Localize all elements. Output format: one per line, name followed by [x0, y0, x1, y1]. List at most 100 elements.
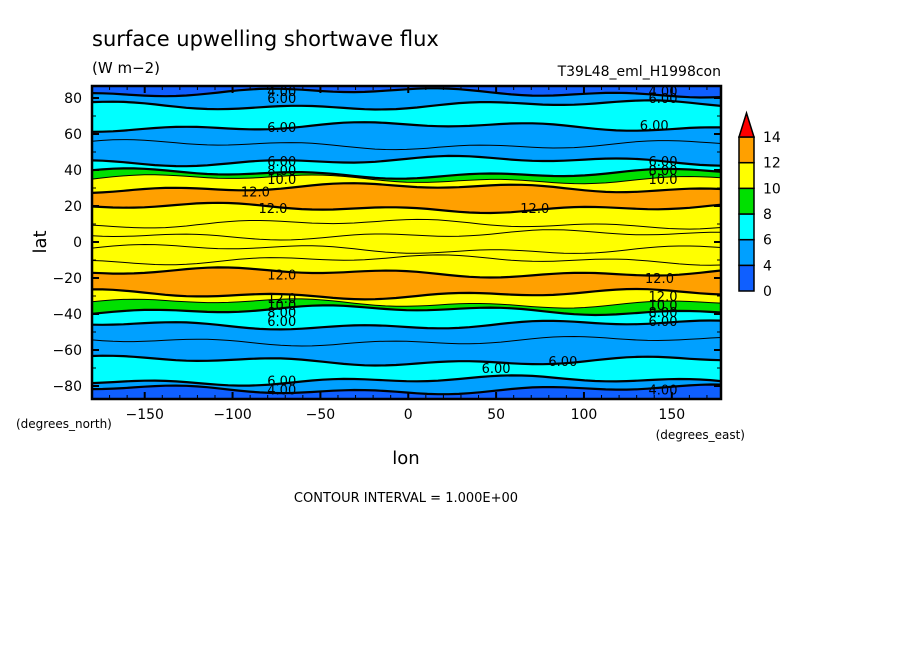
contour-line	[92, 174, 721, 185]
colorbar-label: 8	[763, 207, 772, 223]
y-tick-label: 0	[73, 235, 82, 251]
contour-label: 8.00	[267, 164, 296, 179]
y-tick-label: −80	[52, 379, 82, 395]
colorbar-segment	[738, 213, 755, 241]
colorbar-label: 10	[763, 181, 781, 197]
contour-label: 6.00	[267, 375, 296, 390]
contour-label: 8.00	[267, 306, 296, 321]
contour-label: 12.0	[645, 272, 674, 287]
contour-label: 6.00	[649, 92, 678, 107]
colorbar-segment	[738, 161, 755, 190]
contour-band	[92, 375, 721, 395]
contour-lines	[92, 87, 721, 396]
chart-title: surface upwelling shortwave flux	[92, 27, 439, 51]
contour-label: 12.0	[649, 290, 678, 305]
colorbar-label: 4	[763, 258, 772, 274]
y-tick-label: −60	[52, 343, 82, 359]
x-tick-label: 150	[658, 407, 685, 423]
contour-label: 4.00	[649, 384, 678, 399]
contour-line	[92, 182, 721, 194]
y-axis-label: lat	[30, 230, 51, 253]
contour-label: 4.00	[267, 85, 296, 100]
contour-label: 10.0	[267, 299, 296, 314]
colorbar-label: 6	[763, 233, 772, 249]
contour-label: 8.00	[649, 164, 678, 179]
colorbar-label: 0	[763, 284, 772, 300]
x-tick-label: −100	[213, 407, 251, 423]
contour-line	[92, 383, 721, 396]
colorbar-segment	[738, 264, 755, 292]
contour-label: 12.0	[258, 202, 287, 217]
contour-band	[92, 267, 721, 300]
contour-label: 10.0	[267, 173, 296, 188]
contour-line	[92, 139, 721, 151]
chart-units: (W m−2)	[92, 59, 160, 77]
contour-line	[92, 121, 721, 133]
x-axis-label: lon	[392, 448, 419, 469]
contour-line	[92, 304, 721, 317]
colorbar-segment	[738, 187, 755, 215]
contour-line	[92, 354, 721, 367]
x-tick-label: 50	[487, 407, 505, 423]
contour-label: 6.00	[548, 355, 577, 370]
contour-band	[92, 174, 721, 193]
colorbar-segment	[738, 136, 755, 164]
contour-line	[92, 254, 721, 266]
run-label: T39L48_eml_H1998con	[557, 64, 721, 80]
contour-line	[92, 319, 721, 331]
contour-line	[92, 374, 721, 387]
x-tick-label: −150	[125, 407, 163, 423]
contour-band	[92, 168, 721, 184]
contour-label: 10.0	[649, 173, 678, 188]
colorbar-label: 14	[763, 130, 781, 146]
contour-label: 6.00	[267, 315, 296, 330]
contour-line	[92, 201, 721, 215]
contour-label: 12.0	[241, 186, 270, 201]
y-tick-label: 40	[64, 163, 82, 179]
colorbar-label: 12	[763, 156, 781, 172]
x-axis-units: (degrees_east)	[656, 428, 745, 442]
contour-label: 6.00	[649, 315, 678, 330]
y-tick-label: 60	[64, 127, 82, 143]
axes	[90, 84, 723, 401]
contour-label: 6.00	[482, 362, 511, 377]
colorbar	[737, 110, 756, 292]
contour-line	[92, 218, 721, 230]
contour-line	[92, 298, 721, 309]
contour-band	[92, 122, 721, 167]
contour-label: 6.00	[267, 121, 296, 136]
contour-line	[92, 154, 721, 168]
colorbar-labels: 0 4 6 8 10 12 14	[763, 130, 781, 300]
contour-label: 12.0	[267, 292, 296, 307]
x-tick-label: 0	[404, 407, 413, 423]
contour-label: 6.00	[267, 155, 296, 170]
contour-line	[92, 335, 721, 347]
contour-label: 12.0	[267, 268, 296, 283]
y-tick-labels: 80 60 40 20 0 −20 −40 −60 −80	[52, 91, 82, 395]
x-tick-label: 100	[571, 407, 598, 423]
x-tick-label: −50	[306, 407, 336, 423]
contour-line	[92, 266, 721, 279]
y-tick-label: 20	[64, 199, 82, 215]
contour-label: 10.0	[649, 299, 678, 314]
contour-label: 6.00	[267, 92, 296, 107]
filled-contour-bands	[92, 86, 721, 399]
contour-line	[92, 99, 721, 111]
contour-labels: 4.006.00 4.006.006.00 6.006.008.0010.06.00…	[241, 85, 678, 399]
y-tick-label: 80	[64, 91, 82, 107]
contour-line	[92, 229, 721, 241]
x-tick-labels: −150 −100 −50 0 50 100 150	[125, 407, 685, 423]
contour-label: 4.00	[649, 85, 678, 100]
contour-band	[92, 320, 721, 366]
contour-line	[92, 87, 721, 99]
contour-band	[92, 289, 721, 309]
contour-label: 6.00	[640, 119, 669, 134]
y-axis-units: (degrees_north)	[16, 417, 112, 431]
contour-interval-footer: CONTOUR INTERVAL = 1.000E+00	[294, 491, 518, 506]
colorbar-segment	[738, 238, 755, 267]
contour-label: 12.0	[520, 202, 549, 217]
contour-label: 4.00	[267, 384, 296, 399]
contour-line	[92, 287, 721, 301]
colorbar-extend-arrow	[737, 110, 756, 138]
